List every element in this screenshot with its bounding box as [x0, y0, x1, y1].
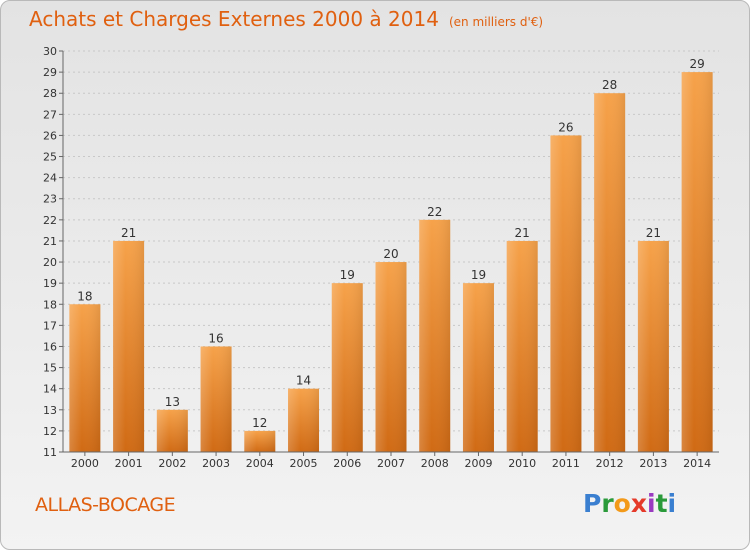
- y-tick-label: 20: [43, 256, 57, 269]
- bar-shade-2006: [331, 283, 363, 452]
- bar-shade-2000: [69, 304, 101, 452]
- bar-shade-2003: [200, 346, 232, 452]
- y-tick-label: 24: [43, 172, 57, 185]
- x-tick-label: 2013: [639, 457, 667, 470]
- x-tick-label: 2000: [71, 457, 99, 470]
- axis-layer: 11 12 13 14 15 16 17 18 19 20 21 22 23 24 25 26 27 28 29 30…: [43, 45, 719, 470]
- x-tick-label: 2004: [246, 457, 274, 470]
- x-tick-label: 2011: [552, 457, 580, 470]
- x-tick-label: 2008: [421, 457, 449, 470]
- value-label-2008: 22: [427, 205, 442, 219]
- y-tick-label: 22: [43, 214, 57, 227]
- value-label-2007: 20: [383, 247, 398, 261]
- bar-shade-2012: [594, 93, 626, 453]
- value-label-2005: 14: [296, 374, 311, 388]
- y-tick-label: 27: [43, 108, 57, 121]
- y-tick-label: 21: [43, 235, 57, 248]
- bar-shade-2013: [637, 240, 669, 452]
- y-tick-label: 12: [43, 425, 57, 438]
- chart-subtitle: (en milliers d'€): [448, 15, 544, 29]
- x-tick-label: 2003: [202, 457, 230, 470]
- y-tick-label: 13: [43, 404, 57, 417]
- y-tick-label: 28: [43, 87, 57, 100]
- value-label-2000: 18: [77, 289, 92, 303]
- bar-shade-2001: [113, 240, 145, 452]
- x-tick-label: 2006: [333, 457, 361, 470]
- x-tick-label: 2012: [596, 457, 624, 470]
- y-tick-label: 18: [43, 298, 57, 311]
- bar-shade-2009: [462, 283, 494, 452]
- bar-shade-2004: [244, 430, 276, 452]
- commune-name: ALLAS-BOCAGE: [35, 494, 176, 516]
- value-label-2002: 13: [165, 395, 180, 409]
- value-label-2010: 21: [515, 226, 530, 240]
- value-label-2001: 21: [121, 226, 136, 240]
- x-tick-label: 2005: [290, 457, 318, 470]
- value-label-2003: 16: [208, 331, 223, 345]
- bar-shade-2014: [681, 72, 713, 453]
- bar-shade-2010: [506, 240, 538, 452]
- proxiti-logo: Proxiti: [583, 489, 677, 518]
- x-tick-label: 2001: [115, 457, 143, 470]
- value-label-2009: 19: [471, 268, 486, 282]
- x-tick-label: 2014: [683, 457, 711, 470]
- value-label-2012: 28: [602, 78, 617, 92]
- y-tick-label: 25: [43, 151, 57, 164]
- chart-title: Achats et Charges Externes 2000 à 2014 (e…: [29, 7, 543, 31]
- value-label-2014: 29: [689, 57, 704, 71]
- bar-shade-2007: [375, 262, 407, 452]
- y-tick-label: 16: [43, 340, 57, 353]
- y-tick-label: 15: [43, 362, 57, 375]
- y-tick-label: 23: [43, 193, 57, 206]
- bar-shade-2005: [288, 388, 320, 452]
- x-tick-label: 2010: [508, 457, 536, 470]
- chart-title-text: Achats et Charges Externes 2000 à 2014: [29, 7, 439, 31]
- value-label-2004: 12: [252, 416, 267, 430]
- y-tick-label: 26: [43, 129, 57, 142]
- value-label-2006: 19: [340, 268, 355, 282]
- value-label-2013: 21: [646, 226, 661, 240]
- x-tick-label: 2002: [158, 457, 186, 470]
- bars-layer: 18 21 13 16 12 14 19 20 22 19 21 26 28 21 29: [69, 57, 713, 453]
- y-tick-label: 29: [43, 66, 57, 79]
- bar-shade-2002: [156, 409, 188, 452]
- bar-shade-2011: [550, 135, 582, 452]
- y-tick-label: 17: [43, 319, 57, 332]
- x-tick-label: 2007: [377, 457, 405, 470]
- bar-shade-2008: [419, 219, 451, 452]
- y-tick-label: 19: [43, 277, 57, 290]
- value-label-2011: 26: [558, 120, 573, 134]
- x-tick-label: 2009: [464, 457, 492, 470]
- y-tick-label: 11: [43, 446, 57, 459]
- y-tick-label: 30: [43, 45, 57, 58]
- y-tick-label: 14: [43, 383, 57, 396]
